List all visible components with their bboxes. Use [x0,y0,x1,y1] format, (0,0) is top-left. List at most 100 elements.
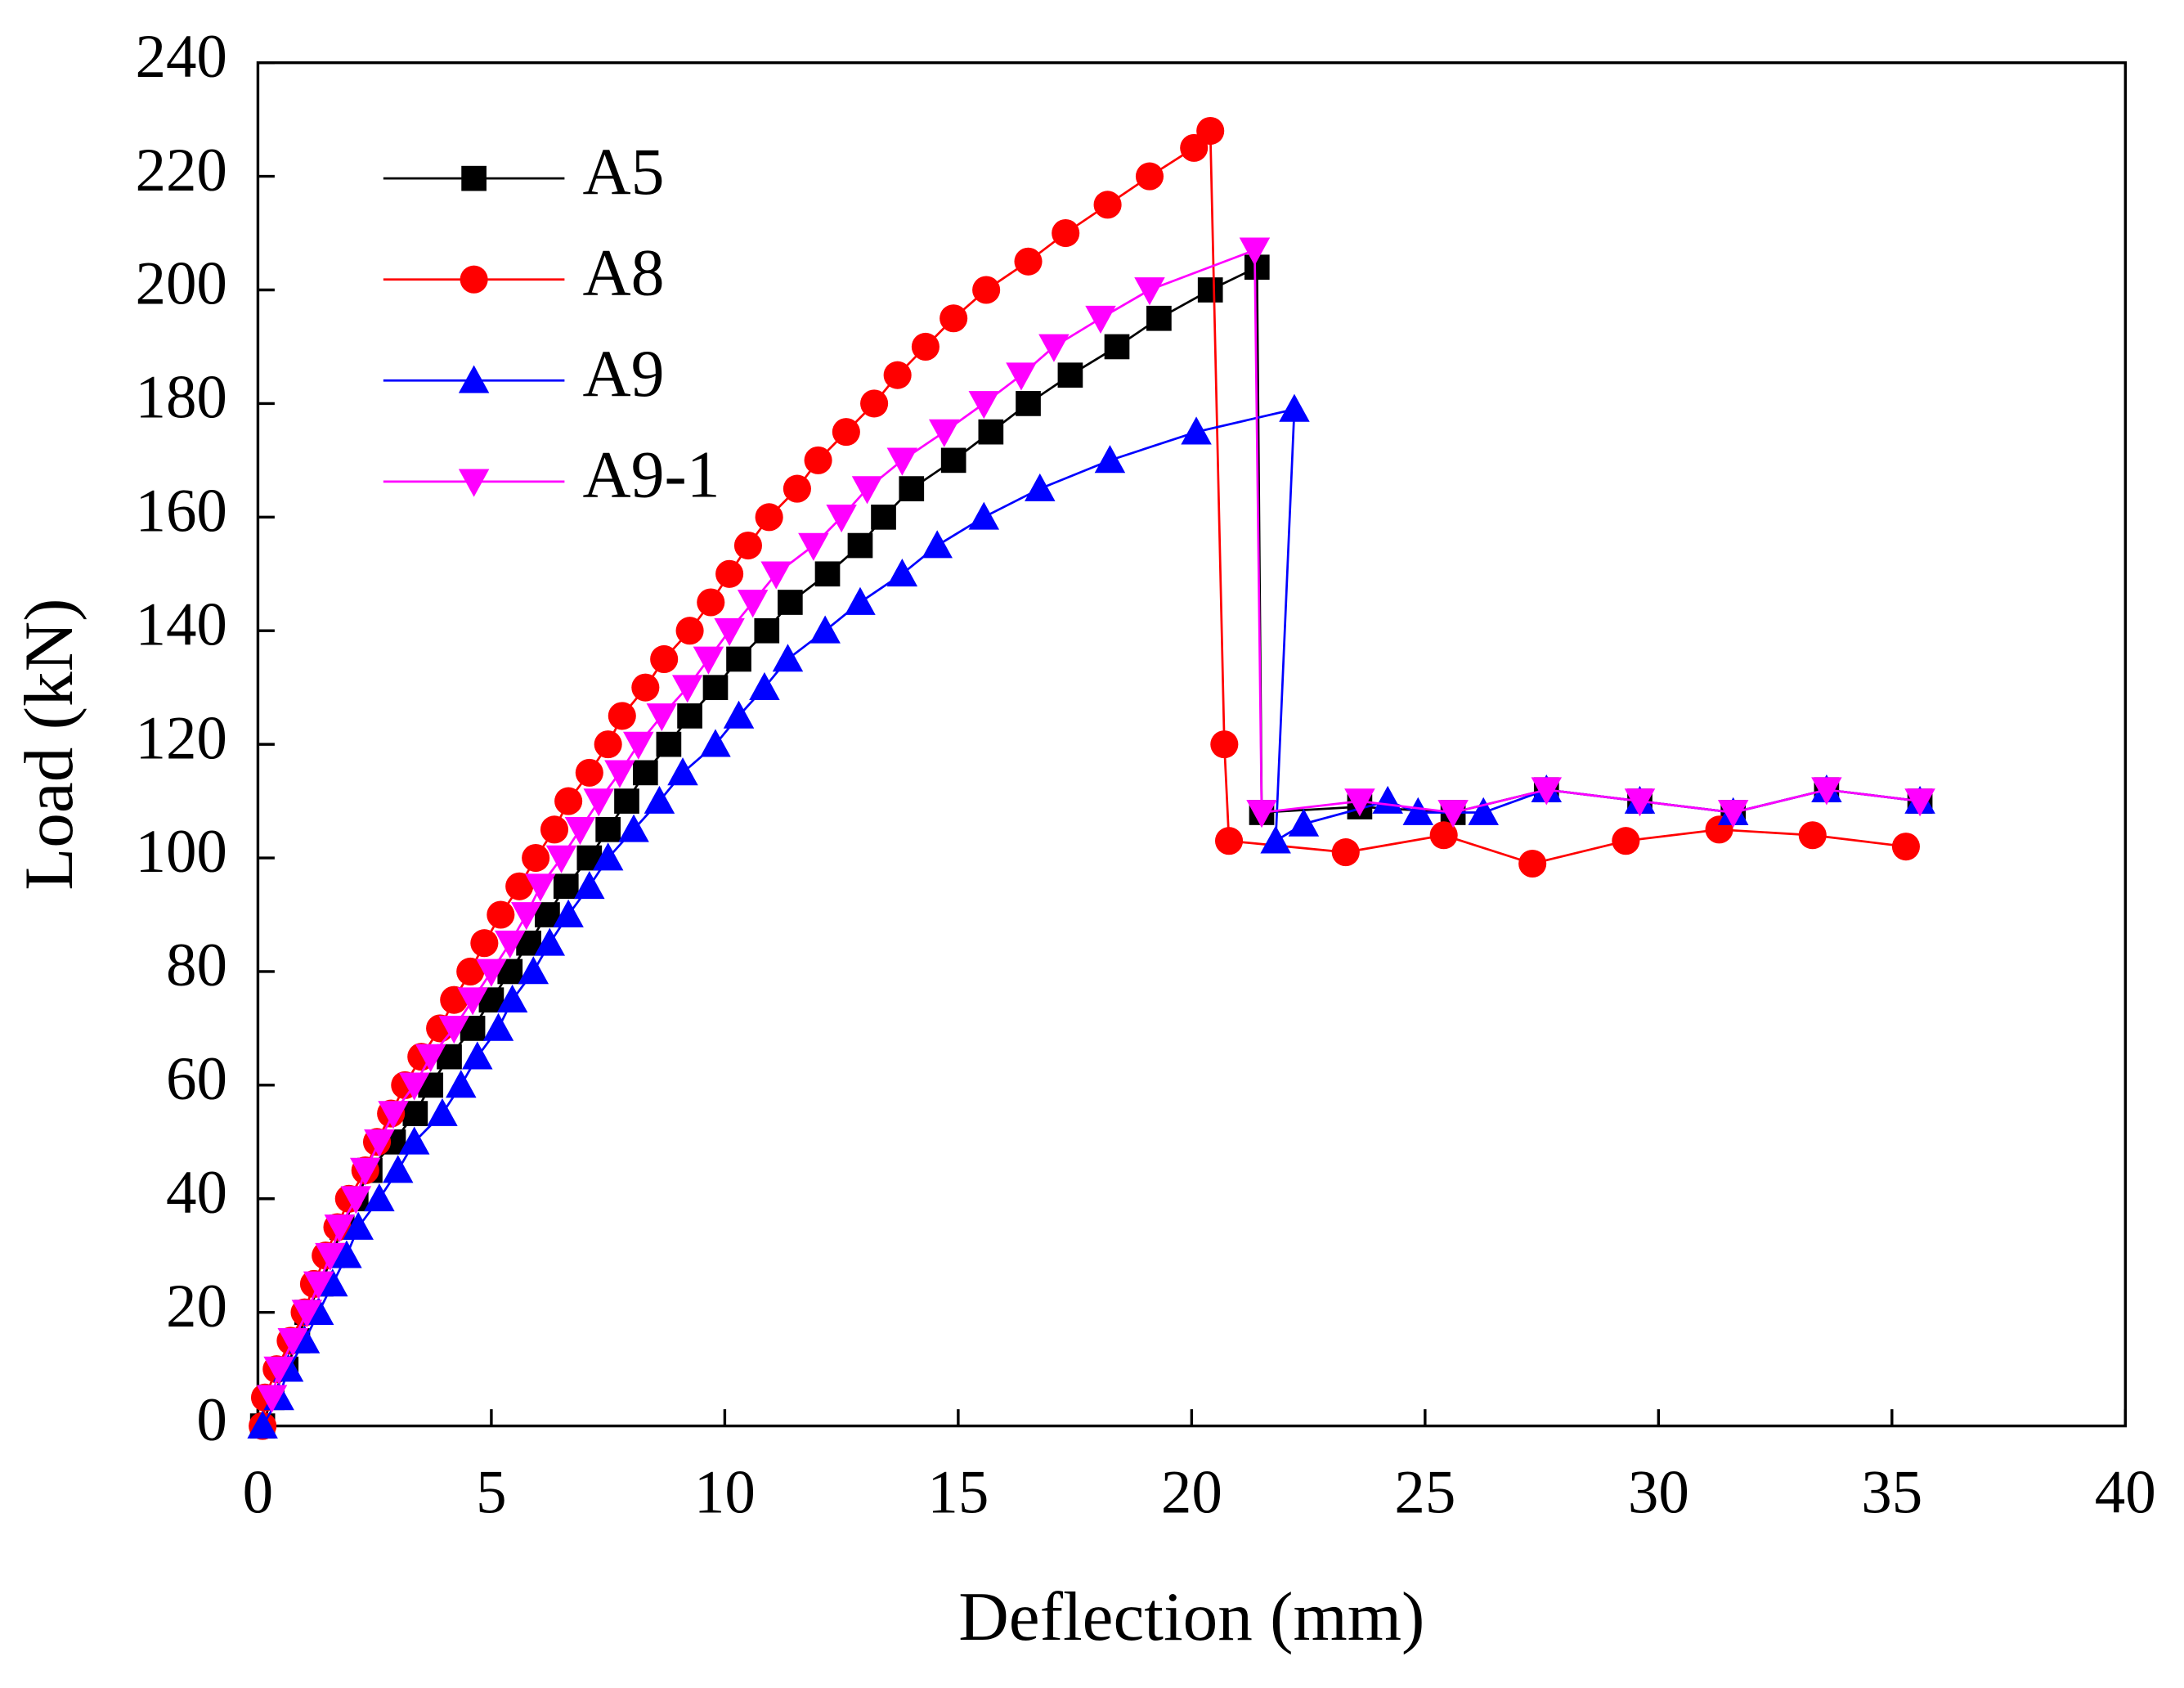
data-point [845,586,876,615]
data-point [899,476,925,501]
data-point [398,1072,430,1101]
data-point [754,617,780,644]
data-point [632,760,658,786]
data-point [1468,797,1499,825]
data-point [783,474,811,503]
data-point [574,871,605,900]
data-point [693,646,724,675]
y-tick-label: 180 [135,364,226,432]
y-tick-label: 20 [166,1273,227,1340]
legend-label: A9-1 [583,438,720,512]
data-point [886,559,918,587]
data-point [656,731,682,757]
data-point [317,1268,348,1297]
data-point [1811,777,1842,806]
data-point [1260,825,1291,854]
data-point [1094,445,1126,474]
data-point [256,1385,288,1413]
data-point [518,956,549,985]
data-point [978,419,1004,445]
data-point [1429,821,1458,850]
data-point [456,957,485,985]
legend-marker [460,265,488,294]
data-point [760,561,792,590]
y-tick-label: 120 [135,704,226,772]
data-point [303,1271,334,1300]
data-point [940,304,968,333]
series-line [261,128,1907,1426]
data-point [364,1183,395,1212]
data-point [315,1242,346,1271]
x-tick-label: 20 [1161,1458,1222,1526]
x-tick-label: 0 [243,1458,274,1526]
data-point [415,1044,446,1072]
data-point [604,760,635,788]
data-point [1196,116,1225,146]
data-point [1372,785,1403,814]
data-point [324,1214,356,1243]
series-line [261,265,1921,1427]
data-point [1016,391,1041,416]
y-tick-label: 100 [135,818,226,886]
data-point [364,1129,395,1158]
data-point [1239,237,1271,266]
data-point [911,332,940,361]
y-axis-title: Load (kN) [11,599,87,891]
data-point [1214,827,1244,855]
data-point [553,873,579,900]
data-point [1279,393,1310,422]
y-tick-label: 220 [135,137,226,204]
data-point [798,532,829,561]
data-point [382,1155,414,1183]
data-point [667,757,698,786]
data-point [1134,277,1165,306]
data-point [826,504,857,533]
data-point [851,476,883,505]
data-point [886,447,918,476]
y-tick-label: 40 [166,1159,227,1227]
data-point [1197,277,1223,303]
data-point [446,1070,477,1098]
data-point [749,671,780,701]
data-point [1518,849,1547,878]
data-point [1052,219,1080,248]
data-point [1210,730,1239,759]
legend-label: A5 [583,134,665,209]
data-point [340,1186,372,1214]
data-point [929,419,960,447]
data-point [1085,305,1116,334]
data-point [860,389,889,418]
data-point [940,447,966,474]
data-point [726,646,751,672]
data-point [457,987,488,1016]
data-point [677,703,702,729]
data-point [487,900,515,929]
data-point [1006,362,1037,391]
data-point [608,702,636,730]
data-point [723,700,755,729]
data-point [247,1410,278,1439]
data-point [595,816,621,842]
y-tick-label: 240 [135,23,226,91]
x-tick-label: 40 [2095,1458,2156,1526]
x-tick-label: 5 [476,1458,507,1526]
data-point [772,644,804,672]
data-point [1612,827,1640,855]
data-point [476,958,507,987]
data-point [1093,191,1122,219]
data-point [331,1240,362,1268]
data-point [650,644,679,674]
data-point [702,675,729,701]
data-point [540,815,569,844]
series-line [271,248,1921,1398]
data-point [534,927,566,956]
legend-marker [461,165,487,191]
data-point [277,1328,309,1357]
y-tick-label: 140 [135,590,226,658]
data-point [623,731,654,760]
data-point [1038,334,1070,362]
data-point [847,532,873,559]
data-point [1437,800,1469,828]
data-point [809,615,841,644]
data-point [470,929,499,958]
